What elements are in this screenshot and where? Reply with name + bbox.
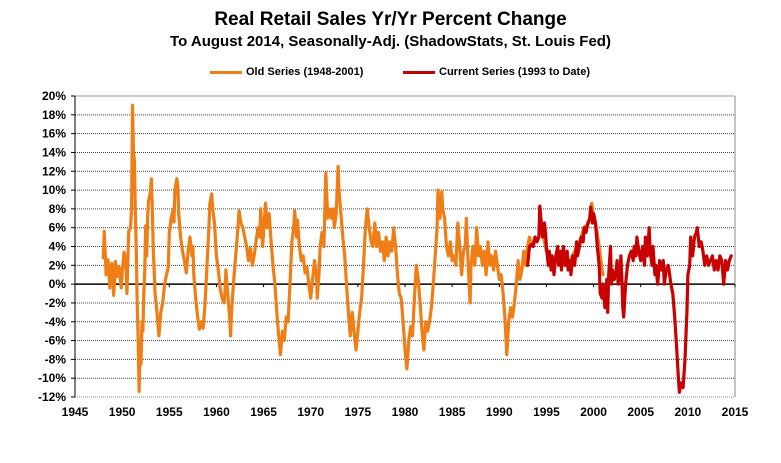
y-tick-label: 2% bbox=[49, 258, 67, 272]
x-tick-label: 1980 bbox=[392, 405, 419, 419]
x-tick-label: 2010 bbox=[675, 405, 702, 419]
y-tick-label: -12% bbox=[38, 390, 66, 404]
series-line-old bbox=[101, 103, 605, 393]
y-tick-label: -2% bbox=[45, 296, 67, 310]
legend-item-current-series: Current Series (1993 to Date) bbox=[403, 66, 590, 78]
y-tick-label: 4% bbox=[49, 240, 67, 254]
x-tick-label: 1970 bbox=[297, 405, 324, 419]
y-tick-label: -6% bbox=[45, 334, 67, 348]
y-tick-label: -10% bbox=[38, 371, 66, 385]
series-line-current bbox=[526, 204, 733, 394]
y-tick-label: 8% bbox=[49, 202, 67, 216]
y-tick-label: 6% bbox=[49, 221, 67, 235]
x-tick-label: 1965 bbox=[250, 405, 277, 419]
y-tick-label: 0% bbox=[49, 277, 67, 291]
legend: Old Series (1948-2001) Current Series (1… bbox=[0, 66, 781, 82]
chart-title: Real Retail Sales Yr/Yr Percent Change bbox=[214, 9, 567, 30]
y-tick-label: 14% bbox=[42, 145, 66, 159]
x-tick-label: 1960 bbox=[203, 405, 230, 419]
x-tick-label: 1990 bbox=[486, 405, 513, 419]
y-tick-label: -4% bbox=[45, 315, 67, 329]
x-tick-label: 1985 bbox=[439, 405, 466, 419]
y-tick-label: 18% bbox=[42, 108, 66, 122]
legend-item-old-series: Old Series (1948-2001) bbox=[210, 66, 363, 78]
y-tick-label: -8% bbox=[45, 352, 67, 366]
x-tick-label: 1975 bbox=[345, 405, 372, 419]
x-tick-label: 1995 bbox=[533, 405, 560, 419]
x-tick-label: 2000 bbox=[580, 405, 607, 419]
legend-swatch-old-series bbox=[210, 70, 242, 74]
x-tick-label: 2005 bbox=[627, 405, 654, 419]
x-tick-label: 2015 bbox=[722, 405, 749, 419]
x-tick-label: 1950 bbox=[109, 405, 136, 419]
y-tick-label: 16% bbox=[42, 127, 66, 141]
x-tick-label: 1955 bbox=[156, 405, 183, 419]
y-tick-label: 10% bbox=[42, 183, 66, 197]
y-tick-label: 12% bbox=[42, 164, 66, 178]
x-tick-label: 1945 bbox=[62, 405, 89, 419]
legend-label-old-series: Old Series (1948-2001) bbox=[246, 66, 364, 78]
legend-label-current-series: Current Series (1993 to Date) bbox=[439, 66, 590, 78]
chart-subtitle: To August 2014, Seasonally-Adj. (ShadowS… bbox=[170, 33, 611, 50]
y-tick-label: 20% bbox=[42, 89, 66, 103]
legend-swatch-current-series bbox=[403, 70, 435, 74]
